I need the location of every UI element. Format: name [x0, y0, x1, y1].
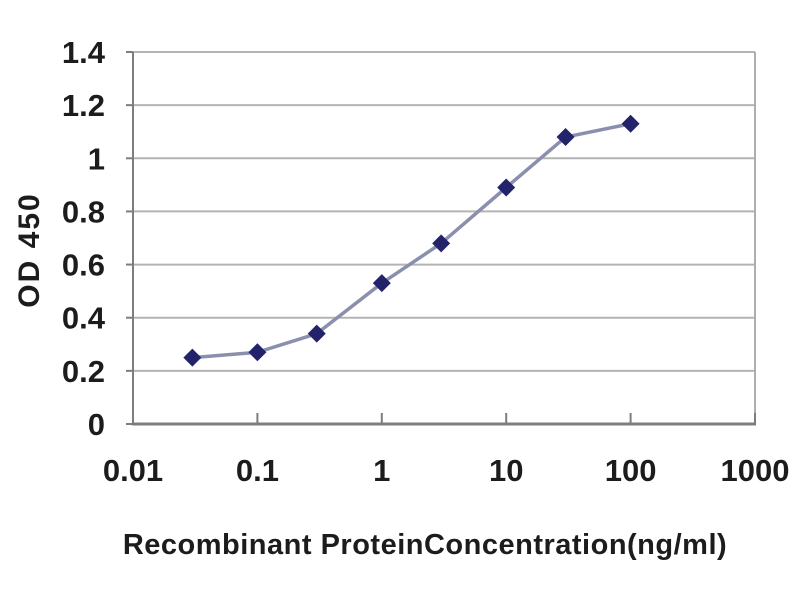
- x-tick-label: 100: [605, 453, 657, 488]
- y-tick-label: 0.8: [62, 194, 105, 229]
- y-tick-label: 0.2: [62, 354, 105, 389]
- y-tick-label: 0.4: [62, 301, 106, 336]
- data-point-marker: [307, 324, 326, 343]
- y-tick-label: 1.2: [62, 88, 105, 123]
- data-point-marker: [372, 274, 391, 293]
- y-tick-label: 0.6: [62, 248, 105, 283]
- x-axis-title: Recombinant ProteinConcentration(ng/ml): [122, 529, 728, 561]
- data-point-marker: [248, 343, 267, 362]
- data-point-marker: [497, 178, 516, 197]
- data-point-marker: [432, 234, 451, 253]
- data-point-marker: [556, 128, 575, 147]
- x-tick-label: 10: [489, 453, 523, 488]
- x-tick-label: 0.1: [236, 453, 279, 488]
- y-axis-title: OD 450: [13, 192, 46, 308]
- x-tick-label: 1000: [721, 453, 790, 488]
- y-tick-label: 1.4: [62, 35, 106, 70]
- series-line: [192, 122, 631, 360]
- data-point-marker: [621, 114, 640, 133]
- y-tick-label: 0: [88, 407, 105, 442]
- x-tick-label: 1: [373, 453, 390, 488]
- x-tick-label: 0.01: [103, 453, 163, 488]
- y-tick-label: 1: [88, 141, 105, 176]
- data-point-marker: [183, 348, 202, 367]
